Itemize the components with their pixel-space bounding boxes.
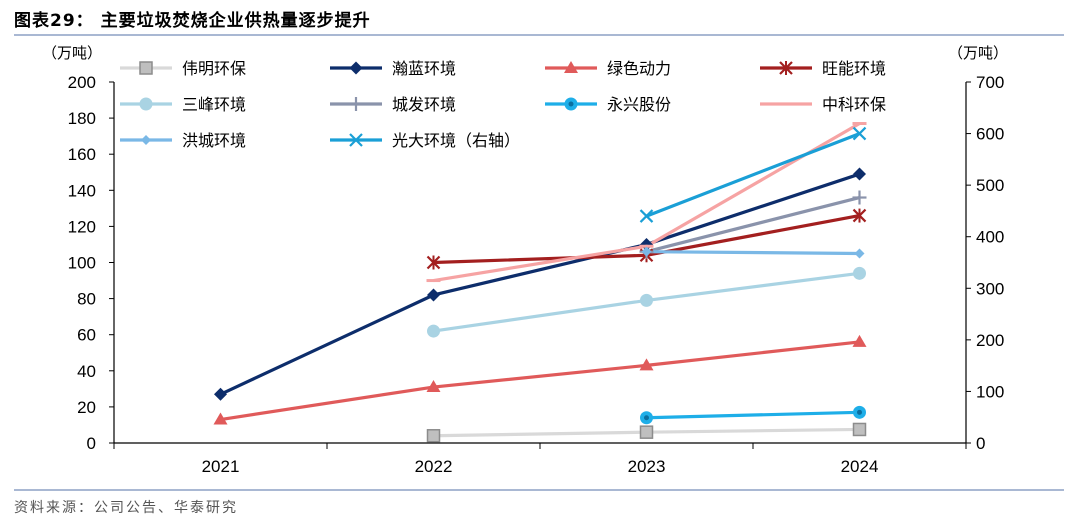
- legend-label: 洪城环境: [182, 131, 246, 150]
- y-right-tick-label: 400: [976, 228, 1004, 247]
- series-line: [645, 132, 861, 218]
- legend-label: 光大环境（右轴）: [392, 131, 520, 150]
- data-point: [214, 387, 227, 401]
- legend-marker: [139, 97, 153, 111]
- legend-label: 伟明环保: [182, 60, 246, 78]
- legend-item: 三峰环境: [120, 95, 246, 114]
- legend-item: 中科环保: [760, 96, 886, 114]
- data-point: [426, 380, 441, 393]
- y-left-unit-label: （万吨）: [42, 45, 102, 62]
- legend-item: 绿色动力: [545, 60, 671, 78]
- legend-marker: [141, 135, 151, 145]
- y-left-tick-label: 120: [68, 217, 96, 236]
- y-left-tick-label: 80: [77, 290, 96, 309]
- legend-item: 伟明环保: [120, 60, 246, 78]
- x-tick-label: 2023: [628, 457, 666, 476]
- lines-layer: [219, 122, 861, 438]
- data-point: [427, 324, 440, 338]
- y-right-tick-label: 500: [976, 176, 1004, 195]
- legend-marker: [779, 61, 793, 75]
- y-right-tick-label: 600: [976, 125, 1004, 144]
- y-left-tick-label: 60: [77, 326, 96, 345]
- y-left-tick-label: 200: [68, 73, 96, 92]
- legend-label: 三峰环境: [182, 95, 246, 114]
- legend-marker: [564, 61, 578, 73]
- chart-title: 图表29： 主要垃圾焚烧企业供热量逐步提升: [14, 11, 371, 31]
- legend-label: 绿色动力: [607, 60, 671, 78]
- x-tick-label: 2024: [841, 457, 879, 476]
- x-tick-label: 2021: [202, 457, 240, 476]
- y-right-tick-label: 100: [976, 382, 1004, 401]
- data-point: [641, 246, 652, 257]
- data-point: [426, 255, 441, 270]
- axes-layer: 0 20 40 60 80 100 120 140 160 180 200 0 100 200 300 400…: [42, 45, 1008, 476]
- y-right-tick-label: 200: [976, 331, 1004, 350]
- data-point: [639, 358, 654, 371]
- y-left-tick-label: 40: [77, 362, 96, 381]
- data-point: [639, 209, 654, 223]
- x-tick-label: 2022: [415, 457, 453, 476]
- y-right-tick-label: 300: [976, 279, 1004, 298]
- y-left-tick-label: 0: [87, 434, 96, 453]
- data-point: [853, 266, 866, 280]
- legend-label: 瀚蓝环境: [392, 59, 456, 78]
- legend-item: 洪城环境: [120, 131, 246, 150]
- data-point: [853, 405, 866, 419]
- legend-item: 光大环境（右轴）: [330, 131, 520, 150]
- legend-marker: [349, 133, 363, 147]
- data-point: [852, 126, 867, 141]
- markers-layer: [213, 122, 867, 443]
- data-point: [426, 429, 441, 443]
- legend-item: 旺能环境: [760, 59, 886, 78]
- legend-label: 城发环境: [392, 95, 456, 114]
- data-point: [852, 190, 867, 205]
- y-left-tick-label: 140: [68, 181, 96, 200]
- y-right-unit-label: （万吨）: [948, 45, 1008, 62]
- y-left-tick-label: 100: [68, 254, 96, 273]
- legend-item: 城发环境: [330, 95, 456, 114]
- bottom-rule: [14, 489, 1064, 491]
- y-left-tick-label: 20: [77, 398, 96, 417]
- legend-marker: [349, 61, 363, 75]
- data-point: [640, 293, 653, 307]
- series-line: [646, 410, 860, 420]
- legend-marker: [564, 97, 578, 111]
- data-point: [640, 411, 653, 425]
- series-line: [646, 195, 860, 254]
- legend-marker: [139, 61, 153, 75]
- data-point: [427, 288, 440, 302]
- data-point: [854, 248, 865, 259]
- y-right-tick-label: 0: [976, 434, 985, 453]
- data-point: [213, 412, 228, 425]
- legend-label: 中科环保: [822, 96, 886, 114]
- data-point: [852, 334, 867, 347]
- y-right-tick-label: 700: [976, 73, 1004, 92]
- legend-label: 旺能环境: [822, 59, 886, 78]
- data-point: [852, 208, 867, 223]
- series-line: [220, 340, 860, 422]
- y-left-tick-label: 180: [68, 109, 96, 128]
- series-line: [646, 250, 860, 256]
- legend-item: 永兴股份: [545, 96, 671, 114]
- legend-marker: [349, 97, 363, 111]
- series-line: [219, 172, 861, 396]
- top-rule: [14, 34, 1064, 36]
- legend-item: 瀚蓝环境: [330, 59, 456, 78]
- data-point: [853, 167, 866, 181]
- y-left-tick-label: 160: [68, 145, 96, 164]
- data-point: [852, 422, 867, 437]
- legend-label: 永兴股份: [607, 96, 671, 114]
- data-point: [639, 425, 654, 439]
- source-note: 资料来源：公司公告、华泰研究: [14, 500, 238, 516]
